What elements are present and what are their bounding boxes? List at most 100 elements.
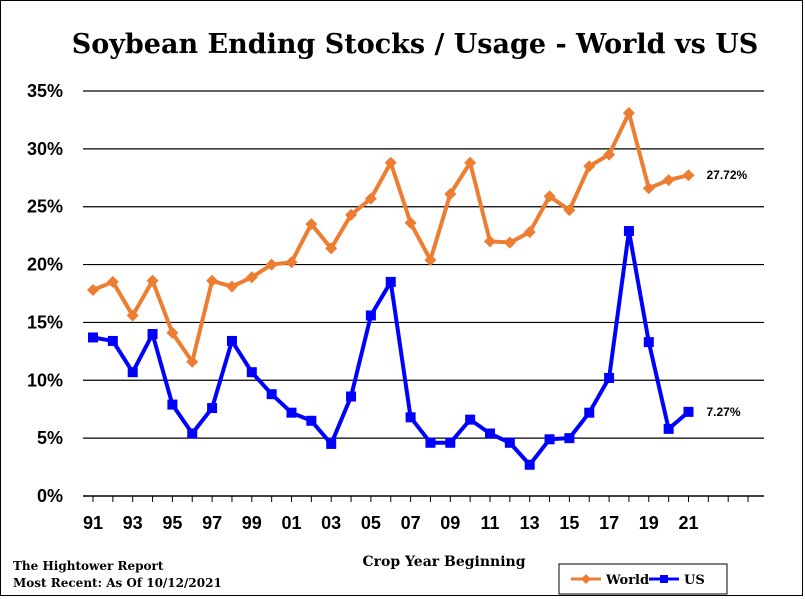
data-point	[444, 187, 457, 200]
x-tick-label: 15	[559, 513, 579, 533]
end-label-us: 7.27%	[707, 405, 741, 419]
x-tick-label: 21	[678, 513, 698, 533]
data-point	[286, 407, 297, 418]
y-tick-label: 15%	[27, 312, 63, 332]
legend-label-us: US	[684, 573, 705, 588]
x-tick-label: 93	[123, 513, 143, 533]
data-point	[87, 284, 99, 297]
x-tick-label: 09	[440, 513, 460, 533]
data-point	[385, 276, 396, 287]
data-point	[127, 367, 138, 378]
data-point	[384, 156, 397, 169]
chart-title: Soybean Ending Stocks / Usage - World vs…	[72, 29, 759, 60]
data-point	[146, 274, 159, 287]
legend-marker-world	[581, 574, 591, 584]
data-point	[266, 389, 277, 400]
data-point	[603, 148, 616, 161]
data-point	[306, 415, 317, 426]
data-point	[524, 459, 535, 470]
series-world: 27.72%	[87, 106, 748, 368]
y-tick-label: 5%	[37, 428, 63, 448]
data-point	[147, 329, 158, 339]
footer-date: Most Recent: As Of 10/12/2021	[13, 576, 222, 590]
x-axis-label: Crop Year Beginning	[362, 554, 525, 570]
data-point	[683, 406, 694, 417]
data-point	[365, 310, 376, 321]
data-point	[207, 403, 218, 414]
data-point	[107, 335, 118, 346]
x-tick-label: 99	[242, 513, 262, 533]
series-us: 7.27%	[88, 226, 741, 470]
data-point	[126, 309, 139, 322]
x-tick-label: 95	[162, 513, 182, 533]
x-tick-label: 19	[639, 513, 659, 533]
series-line-world	[92, 110, 689, 364]
data-point	[187, 428, 198, 439]
data-point	[305, 218, 318, 231]
data-point	[345, 208, 358, 221]
y-tick-label: 20%	[27, 255, 63, 275]
data-point	[503, 236, 516, 249]
data-point	[226, 335, 237, 346]
y-axis-ticks: 0% 5% 10% 15% 20% 25% 30% 35%	[27, 81, 63, 506]
data-point	[584, 407, 595, 418]
data-point	[404, 216, 417, 229]
legend-label-world: World	[605, 573, 649, 588]
data-point	[662, 174, 675, 187]
data-point	[245, 271, 258, 284]
data-point	[682, 169, 695, 182]
data-point	[326, 438, 337, 449]
end-label-world: 27.72%	[707, 168, 748, 182]
data-point	[167, 399, 178, 410]
y-tick-label: 35%	[27, 81, 63, 101]
data-point	[465, 414, 476, 425]
data-point	[445, 437, 456, 448]
data-point	[325, 242, 338, 255]
data-point	[583, 160, 596, 173]
x-tick-label: 97	[202, 513, 222, 533]
x-tick-label: 13	[520, 513, 540, 533]
legend: World US	[558, 563, 728, 595]
data-point	[166, 326, 179, 339]
x-tick-label: 07	[401, 513, 421, 533]
data-point	[88, 332, 98, 343]
data-point	[543, 190, 556, 203]
x-tick-label: 01	[281, 513, 301, 533]
x-tick-label: 11	[480, 513, 499, 533]
data-point	[642, 182, 655, 195]
data-point	[206, 274, 219, 287]
y-tick-label: 30%	[27, 139, 63, 159]
data-point	[364, 192, 377, 205]
footer-source: The Hightower Report	[13, 559, 164, 573]
data-point	[504, 437, 515, 448]
y-tick-label: 10%	[27, 370, 63, 390]
data-point	[523, 226, 536, 239]
data-point	[563, 204, 576, 217]
data-point	[464, 156, 477, 169]
data-point	[604, 372, 615, 383]
data-point	[544, 434, 555, 445]
x-tick-label: 05	[361, 513, 381, 533]
y-tick-label: 25%	[27, 197, 63, 217]
data-point	[265, 258, 278, 271]
data-point	[424, 253, 437, 266]
data-point	[485, 428, 495, 439]
data-point	[623, 226, 634, 237]
data-point	[225, 280, 238, 293]
data-point	[106, 275, 119, 288]
data-point	[186, 355, 199, 368]
data-point	[285, 256, 298, 269]
data-point	[622, 106, 635, 119]
legend-marker-us	[660, 575, 668, 583]
x-tick-label: 91	[83, 513, 103, 533]
x-tick-label: 17	[599, 513, 619, 533]
data-point	[643, 337, 654, 348]
data-point	[484, 235, 496, 248]
data-point	[246, 367, 257, 378]
x-axis: 91 93 95 97 99 01 03 05 07 09 11 13 15 17 19 21	[83, 496, 749, 533]
data-point	[405, 412, 416, 423]
data-point	[346, 391, 357, 402]
y-tick-label: 0%	[37, 486, 63, 506]
